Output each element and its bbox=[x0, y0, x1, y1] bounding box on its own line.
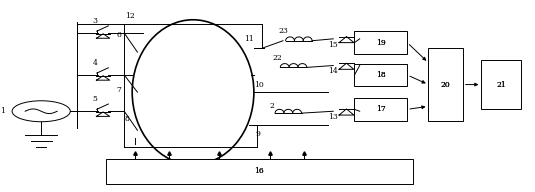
Text: 2: 2 bbox=[270, 103, 275, 110]
Text: 12: 12 bbox=[125, 12, 134, 20]
Text: 3: 3 bbox=[93, 17, 98, 25]
Bar bbox=[429, 48, 463, 121]
Text: 10: 10 bbox=[254, 81, 264, 89]
Text: 8: 8 bbox=[125, 115, 129, 123]
Text: 18: 18 bbox=[376, 71, 386, 79]
Text: 18: 18 bbox=[376, 71, 386, 79]
Text: 19: 19 bbox=[376, 39, 386, 47]
Text: 16: 16 bbox=[254, 167, 264, 175]
Text: 17: 17 bbox=[376, 105, 386, 113]
Text: 19: 19 bbox=[376, 39, 386, 47]
Text: 17: 17 bbox=[376, 105, 386, 113]
Text: 20: 20 bbox=[441, 81, 450, 89]
Text: 20: 20 bbox=[441, 81, 450, 89]
Text: 7: 7 bbox=[117, 86, 121, 94]
Text: 1: 1 bbox=[0, 107, 5, 115]
Text: 21: 21 bbox=[496, 81, 506, 89]
Bar bbox=[354, 31, 407, 54]
Bar bbox=[354, 98, 407, 121]
Text: 9: 9 bbox=[256, 130, 261, 138]
Text: 15: 15 bbox=[328, 41, 338, 49]
Text: 11: 11 bbox=[244, 35, 254, 43]
Bar bbox=[354, 64, 407, 86]
Text: 4: 4 bbox=[93, 59, 97, 67]
Text: 5: 5 bbox=[93, 95, 97, 103]
Text: 13: 13 bbox=[328, 113, 338, 121]
Text: 22: 22 bbox=[273, 54, 282, 62]
Bar bbox=[106, 159, 412, 184]
Bar bbox=[482, 60, 521, 109]
Text: 21: 21 bbox=[496, 81, 506, 89]
Text: 14: 14 bbox=[328, 67, 338, 75]
Text: 23: 23 bbox=[278, 27, 288, 35]
Text: 16: 16 bbox=[254, 167, 264, 175]
Text: 6: 6 bbox=[117, 31, 121, 39]
